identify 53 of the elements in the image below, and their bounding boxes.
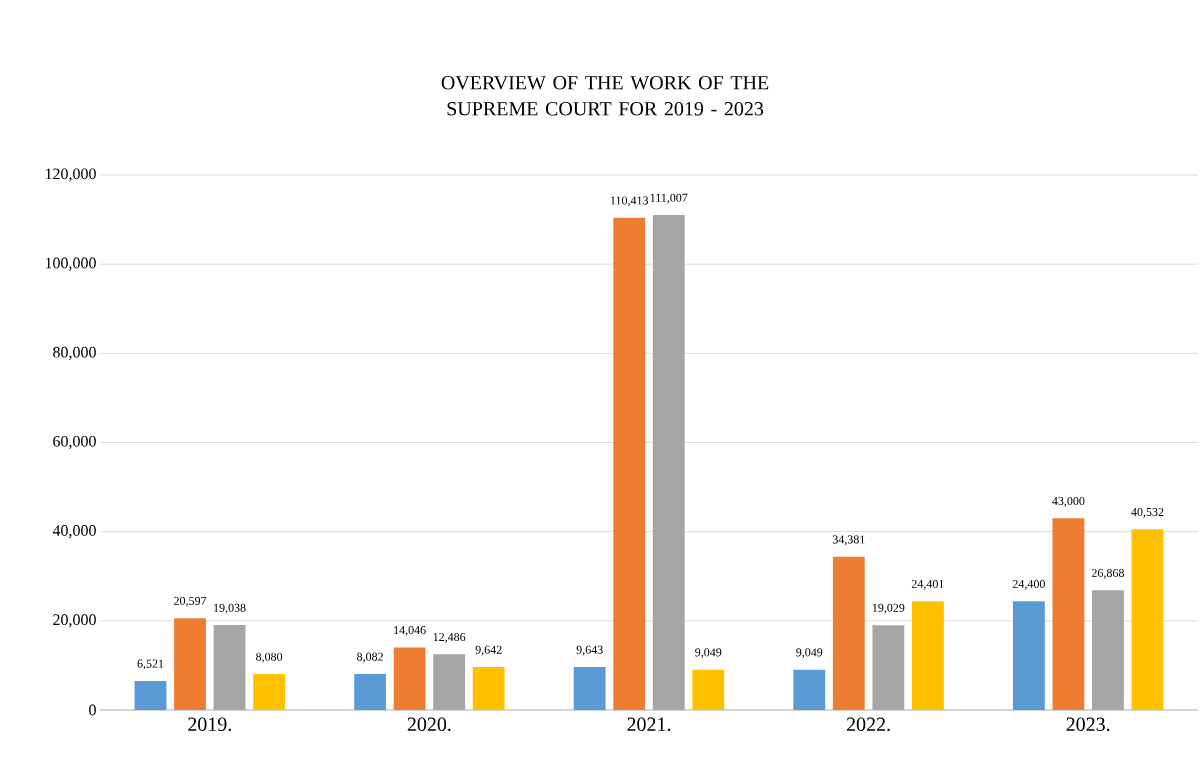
bar — [692, 669, 725, 710]
data-label: 19,029 — [872, 603, 905, 614]
data-label: 43,000 — [1052, 496, 1085, 507]
bar — [652, 215, 685, 710]
y-tick-label: 40,000 — [52, 525, 96, 539]
y-tick-label: 100,000 — [45, 257, 96, 271]
bar — [1052, 518, 1085, 710]
chart-title: OVERVIEW OF THE WORK OF THE SUPREME COURT FOR 2019 - 2023 — [441, 76, 769, 116]
bar — [472, 667, 505, 710]
data-label: 9,049 — [695, 648, 722, 659]
data-label: 19,038 — [214, 603, 246, 614]
bar — [573, 667, 606, 710]
data-label: 9,643 — [576, 645, 603, 656]
bar — [393, 647, 426, 710]
data-label: 24,400 — [1012, 579, 1045, 590]
bar — [433, 654, 466, 710]
bar — [1012, 601, 1045, 710]
bar — [1131, 529, 1164, 710]
y-tick-label: 80,000 — [53, 346, 96, 360]
bar — [1092, 590, 1124, 710]
bar — [613, 217, 646, 710]
data-label: 40,532 — [1131, 507, 1164, 518]
data-label: 110,413 — [611, 196, 649, 207]
y-tick-label: 60,000 — [53, 435, 96, 450]
data-label: 8,080 — [256, 652, 283, 663]
x-tick-label: 2022. — [846, 717, 890, 732]
x-tick-label: 2021. — [627, 717, 671, 732]
data-label: 9,642 — [475, 645, 502, 656]
x-tick-label: 2023. — [1066, 717, 1110, 732]
data-label: 6,521 — [137, 659, 164, 670]
bar — [134, 680, 167, 710]
data-label: 24,401 — [911, 579, 944, 590]
data-label: 26,868 — [1091, 568, 1124, 579]
y-tick-label: 120,000 — [45, 168, 96, 182]
x-tick-label: 2019. — [188, 717, 231, 732]
data-label: 34,381 — [832, 535, 865, 546]
bar — [213, 625, 246, 710]
bar — [174, 618, 206, 710]
bar — [253, 673, 286, 710]
bar — [911, 601, 944, 710]
bar — [793, 669, 826, 710]
data-label: 111,007 — [650, 193, 688, 204]
data-label: 8,082 — [357, 652, 383, 663]
bar — [354, 673, 387, 710]
data-label: 12,486 — [433, 632, 466, 643]
y-tick-label: 0 — [89, 704, 96, 716]
bar — [872, 625, 905, 710]
data-label: 14,046 — [394, 626, 426, 636]
x-tick-label: 2020. — [407, 717, 451, 732]
bar — [832, 556, 865, 710]
data-label: 20,597 — [174, 596, 207, 607]
data-label: 9,049 — [796, 648, 823, 659]
y-tick-label: 20,000 — [53, 614, 96, 628]
